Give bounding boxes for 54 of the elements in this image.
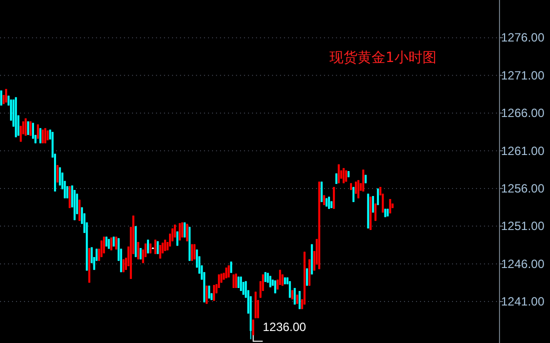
candlestick: [68, 186, 71, 209]
candlestick: [320, 181, 323, 203]
candlestick: [374, 203, 376, 222]
candlestick: [291, 290, 294, 300]
candlestick: [228, 264, 230, 278]
candlestick: [354, 181, 357, 194]
candlestick: [213, 284, 216, 302]
candlestick: [44, 128, 46, 144]
candlestick: [42, 129, 44, 144]
candlestick: [191, 244, 194, 262]
candlestick: [102, 236, 105, 254]
candlestick: [154, 239, 156, 255]
y-tick-label: 1241.00: [501, 294, 545, 309]
annotation: 1236.00: [262, 320, 306, 334]
candlestick: [264, 272, 266, 282]
y-tick-label: 1246.00: [501, 256, 545, 271]
candlestick: [184, 222, 186, 238]
y-tick-label: 1271.00: [501, 68, 545, 82]
candlestick: [27, 120, 30, 136]
candlestick: [39, 128, 42, 144]
y-tick-label: 1266.00: [501, 106, 545, 120]
y-tick-label: 1251.00: [501, 219, 545, 234]
y-tick-label: 1276.00: [501, 30, 545, 45]
candlestick: [232, 274, 235, 288]
candlestick: [342, 168, 345, 184]
candlestick: [279, 269, 282, 286]
candlestick: [357, 180, 360, 199]
candlestick: [235, 273, 238, 288]
candlestick: [156, 240, 159, 255]
candlestick: [181, 222, 184, 238]
candlestick: [178, 222, 181, 241]
candlestick: [288, 280, 291, 298]
candlestick: [56, 164, 58, 183]
candlestick: [174, 224, 176, 238]
candlestick: [159, 244, 162, 260]
candlestick: [372, 196, 374, 214]
text: 现货黄金1小时图: [330, 50, 436, 66]
candlestick: [362, 169, 364, 192]
candlestick: [208, 285, 210, 300]
candlestick: [240, 276, 242, 292]
candlestick: [332, 186, 335, 210]
candlestick: [252, 319, 254, 336]
candlestick: [115, 236, 118, 250]
candlestick: [110, 236, 112, 251]
candlestick: [176, 230, 178, 246]
candlestick: [389, 198, 392, 214]
candlestick: [230, 261, 232, 274]
candlestick: [140, 248, 142, 260]
candlestick: [137, 241, 140, 260]
y-tick-label: 1261.00: [501, 144, 545, 158]
candlestick: [193, 244, 196, 260]
candlestick: [206, 285, 208, 304]
y-tick-label: 1256.00: [501, 181, 545, 196]
candlestick: [58, 166, 61, 186]
